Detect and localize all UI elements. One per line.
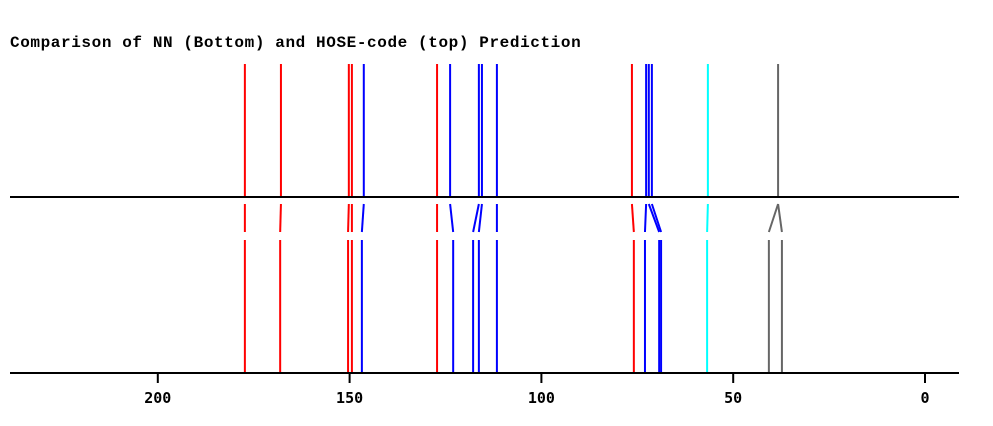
peak-correspondence-connectors	[243, 203, 783, 233]
x-tick-label: 200	[144, 389, 171, 407]
peak-connector	[706, 203, 709, 233]
chart-title: Comparison of NN (Bottom) and HOSE-code …	[10, 34, 582, 52]
peak-connector	[630, 203, 635, 233]
x-tick-label: 50	[724, 389, 742, 407]
peak-connector	[643, 203, 648, 233]
peak-connector	[449, 203, 455, 233]
x-axis-ticks: 200 150 100 50 0	[144, 373, 930, 407]
peak-connector	[777, 203, 783, 233]
x-tick-label: 150	[336, 389, 363, 407]
peak-connector	[477, 203, 483, 233]
peak-connector	[347, 203, 350, 233]
peak-connector	[472, 203, 480, 233]
x-tick-label: 100	[528, 389, 555, 407]
peak-connector	[360, 203, 365, 233]
peak-connector	[650, 203, 663, 233]
hose-prediction-sticks	[243, 64, 780, 197]
peak-connector	[647, 203, 661, 233]
peak-connector	[279, 203, 282, 233]
x-tick-label: 0	[920, 389, 929, 407]
peak-connector	[767, 203, 780, 233]
nn-prediction-sticks	[243, 240, 783, 373]
